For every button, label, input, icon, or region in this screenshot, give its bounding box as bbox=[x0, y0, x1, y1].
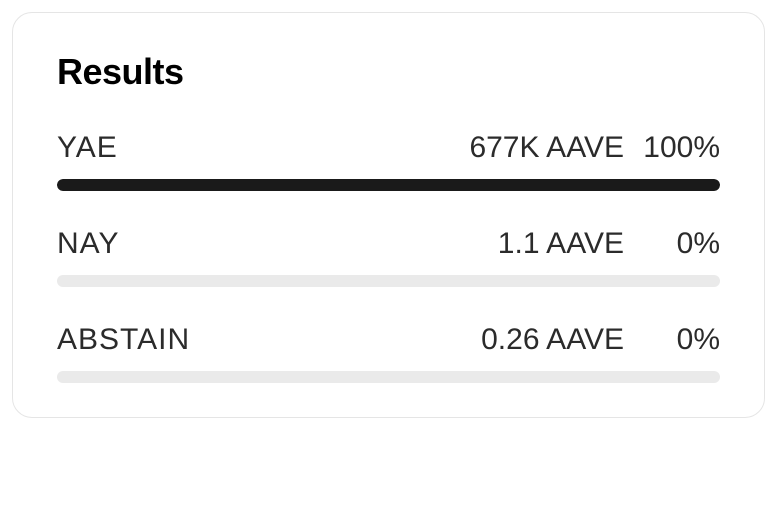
vote-label: YAE bbox=[57, 131, 469, 165]
vote-header: NAY 1.1 AAVE 0% bbox=[57, 227, 720, 261]
vote-row-abstain: ABSTAIN 0.26 AAVE 0% bbox=[57, 323, 720, 383]
vote-row-yae: YAE 677K AAVE 100% bbox=[57, 131, 720, 191]
card-title: Results bbox=[57, 51, 720, 93]
vote-header: ABSTAIN 0.26 AAVE 0% bbox=[57, 323, 720, 357]
progress-track bbox=[57, 275, 720, 287]
progress-track bbox=[57, 179, 720, 191]
vote-percent: 100% bbox=[642, 131, 720, 165]
vote-amount: 1.1 AAVE bbox=[498, 227, 624, 261]
progress-fill bbox=[57, 179, 720, 191]
vote-amount: 0.26 AAVE bbox=[481, 323, 624, 357]
results-card: Results YAE 677K AAVE 100% NAY 1.1 AAVE … bbox=[12, 12, 765, 418]
vote-amount: 677K AAVE bbox=[469, 131, 624, 165]
vote-row-nay: NAY 1.1 AAVE 0% bbox=[57, 227, 720, 287]
progress-track bbox=[57, 371, 720, 383]
vote-percent: 0% bbox=[642, 227, 720, 261]
vote-header: YAE 677K AAVE 100% bbox=[57, 131, 720, 165]
vote-percent: 0% bbox=[642, 323, 720, 357]
vote-label: NAY bbox=[57, 227, 498, 261]
vote-label: ABSTAIN bbox=[57, 323, 481, 357]
